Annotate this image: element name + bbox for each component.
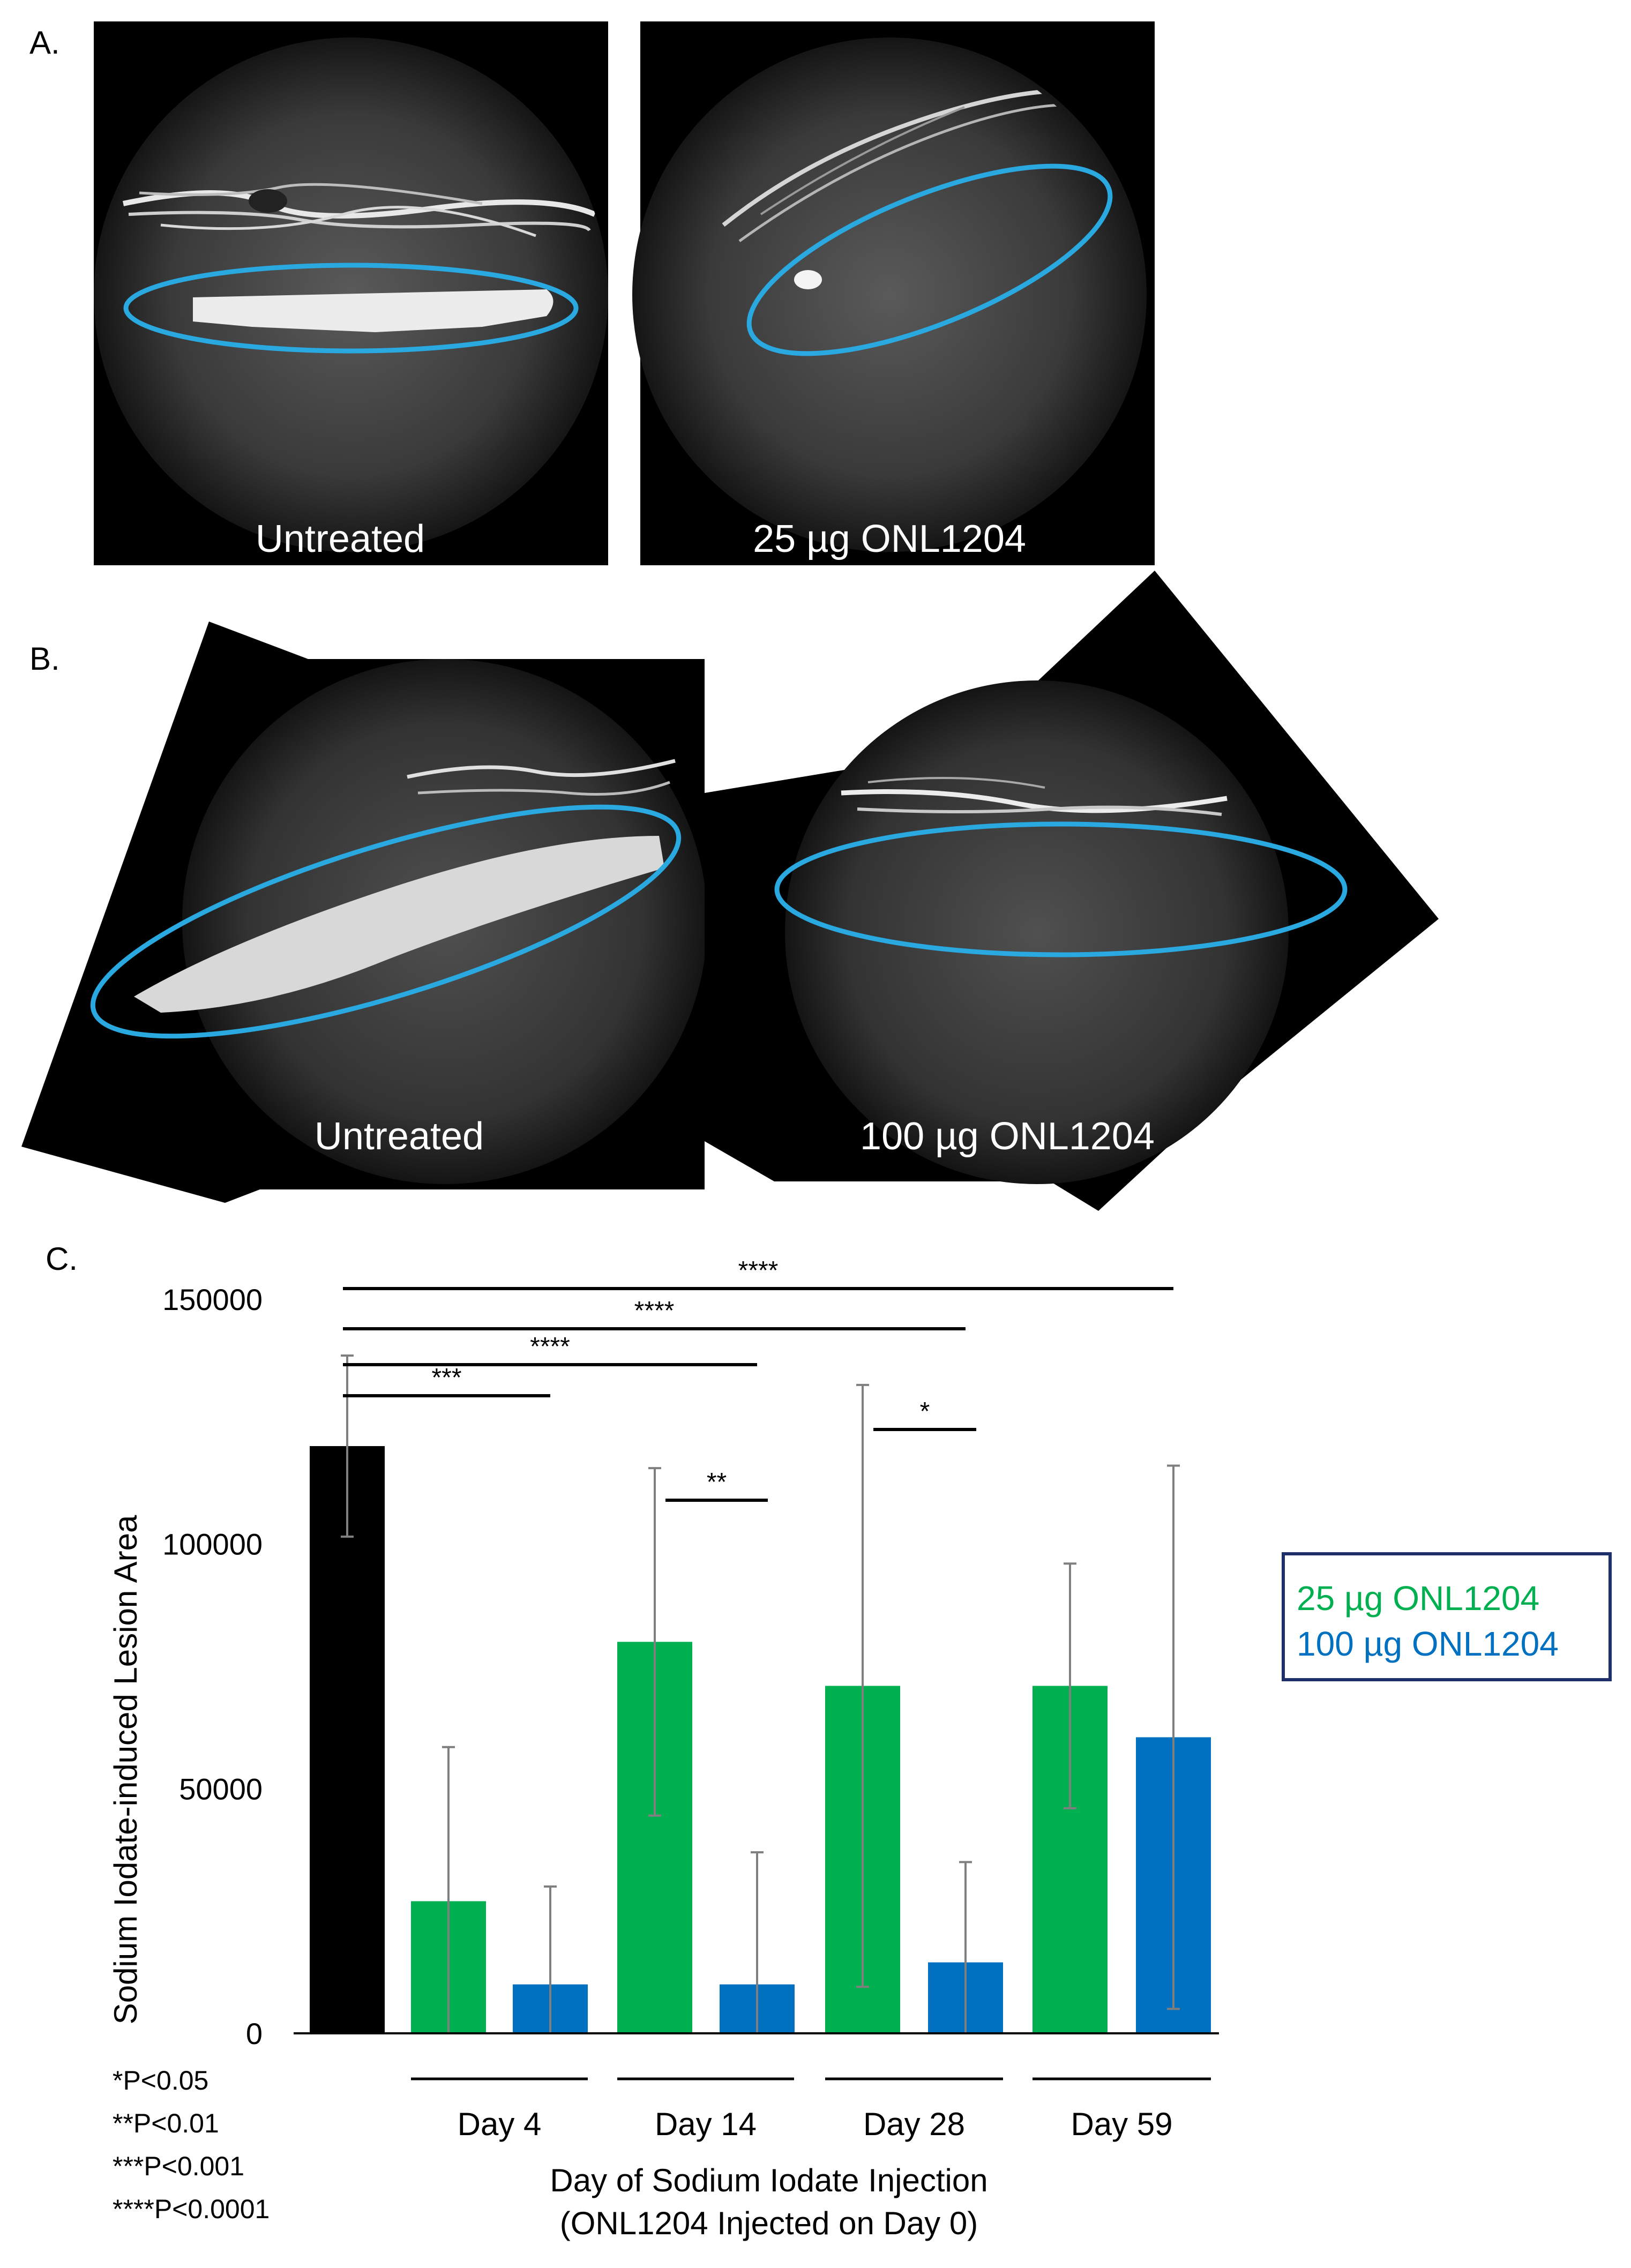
- significance-label: ****: [530, 1333, 570, 1361]
- significance-label: **: [707, 1468, 727, 1496]
- y-tick-label: 50000: [179, 1772, 263, 1806]
- y-axis: 0 50000 100000 150000: [162, 1283, 263, 2050]
- significance-label: ****: [738, 1256, 779, 1285]
- panel-a-right-image: 25 µg ONL1204: [632, 21, 1155, 565]
- group-label: Day 4: [458, 2106, 542, 2142]
- significance-label: ****: [634, 1297, 675, 1325]
- y-tick-label: 100000: [162, 1528, 263, 1561]
- bars: [310, 1354, 1211, 2033]
- bar: [310, 1446, 385, 2033]
- x-axis-subtitle: (ONL1204 Injected on Day 0): [560, 2205, 978, 2241]
- x-axis-title: Day of Sodium Iodate Injection: [550, 2162, 987, 2198]
- panel-b-letter: B.: [29, 641, 60, 677]
- legend-item-25ug: 25 µg ONL1204: [1297, 1579, 1539, 1618]
- panel-b-right-image: 100 µg ONL1204: [705, 571, 1439, 1211]
- x-axis-groups: Day 4 Day 14 Day 28 Day 59: [411, 2077, 1211, 2142]
- group-label: Day 59: [1071, 2106, 1172, 2142]
- group-label: Day 28: [863, 2106, 965, 2142]
- y-tick-label: 150000: [162, 1283, 263, 1316]
- p-note-3: ***P<0.001: [113, 2151, 244, 2181]
- panel-b-right-caption: 100 µg ONL1204: [860, 1115, 1155, 1158]
- panel-c-letter: C.: [46, 1241, 78, 1277]
- y-axis-title: Sodium Iodate-induced Lesion Area: [108, 1515, 144, 2024]
- lesion-area: [134, 836, 664, 1013]
- significance-brackets: ******************: [343, 1256, 1173, 1502]
- p-note-2: **P<0.01: [113, 2108, 219, 2138]
- vessel-band: [722, 88, 1099, 243]
- group-label: Day 14: [655, 2106, 757, 2142]
- panel-a-right-caption: 25 µg ONL1204: [753, 518, 1026, 560]
- significance-label: ***: [431, 1364, 461, 1392]
- panel-a-letter: A.: [29, 25, 60, 61]
- lesion-ellipse: [123, 263, 579, 354]
- vessel-band: [122, 183, 596, 237]
- lesion-ellipse: [774, 821, 1348, 957]
- lesion-spot: [794, 270, 822, 289]
- legend-item-100ug: 100 µg ONL1204: [1297, 1625, 1559, 1663]
- panel-b-left-image: Untreated: [21, 622, 707, 1203]
- legend-box: [1282, 1552, 1612, 1681]
- lesion-ellipse: [746, 163, 1113, 356]
- significance-label: *: [920, 1397, 930, 1426]
- legend: 25 µg ONL1204 100 µg ONL1204: [1282, 1552, 1612, 1681]
- panel-a-left-image: Untreated: [94, 21, 608, 565]
- panel-b-left-caption: Untreated: [315, 1115, 484, 1158]
- panel-a-left-caption: Untreated: [256, 518, 425, 560]
- p-note-1: *P<0.05: [113, 2065, 208, 2095]
- lesion-ellipse: [90, 804, 682, 1039]
- y-tick-label: 0: [246, 2017, 263, 2050]
- lesion-area: [193, 289, 553, 332]
- p-note-4: ****P<0.0001: [113, 2194, 270, 2224]
- p-value-notes: *P<0.05 **P<0.01 ***P<0.001 ****P<0.0001: [113, 2065, 270, 2224]
